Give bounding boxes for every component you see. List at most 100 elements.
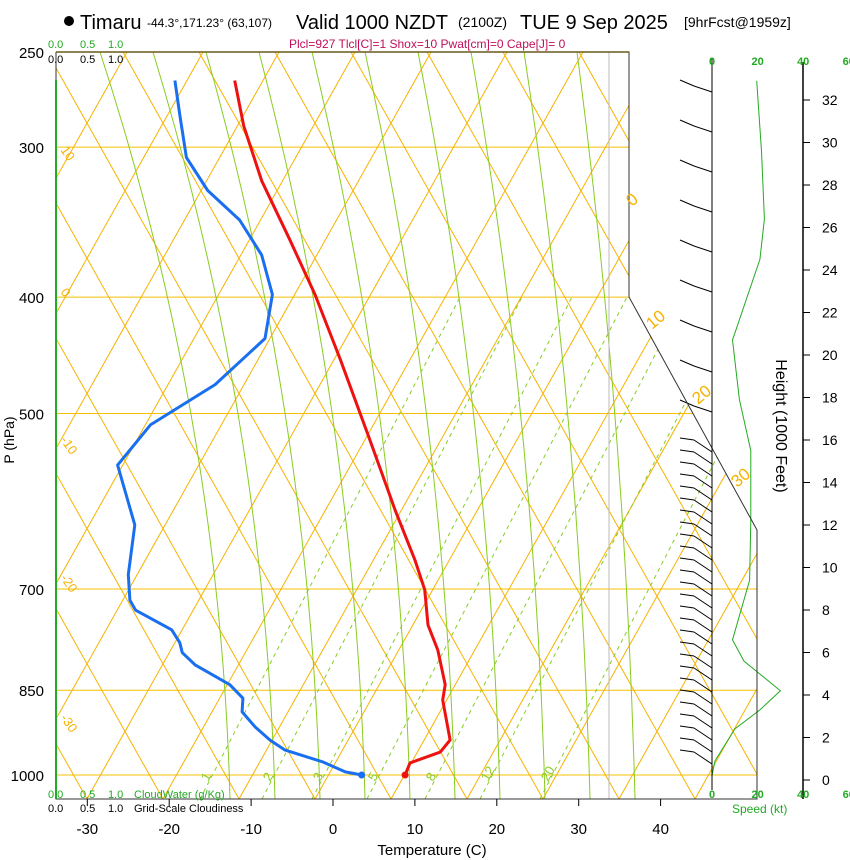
adiabat-label-left: 10 <box>58 143 79 163</box>
cloud-scale: 0.0 0.5 1.0 0.0 0.5 1.0 0.0 0.5 1.0 Clou… <box>48 39 244 815</box>
wind-barb-icon <box>679 689 713 705</box>
moist-adiabat-line <box>417 52 501 799</box>
barb-flag <box>679 119 695 127</box>
barb-staff <box>693 739 713 753</box>
barb-flag <box>679 557 695 561</box>
height-tick-label: 14 <box>822 475 838 491</box>
mixing-ratio-label: 12 <box>478 763 498 783</box>
dry-adiabat-line <box>618 52 757 799</box>
mixing-ratio-line <box>311 296 573 799</box>
wind-barb-icon <box>679 545 713 561</box>
isotherm-line <box>578 52 757 799</box>
barb-staff <box>693 655 713 669</box>
height-tick-label: 24 <box>822 262 838 278</box>
dry-adiabat-line <box>238 52 660 799</box>
wind-barb-icon <box>679 497 713 513</box>
y-axis-title: P (hPa) <box>1 416 17 463</box>
height-tick-label: 12 <box>822 517 838 533</box>
barb-flag <box>679 593 695 597</box>
cloud-tick-bottom-2: 1.0 <box>108 803 123 815</box>
barb-staff <box>693 535 713 549</box>
dry-adiabat-line <box>390 52 757 799</box>
barb-flag <box>679 199 695 207</box>
barb-flag <box>679 581 695 585</box>
isotherm-line <box>122 52 544 799</box>
isotherm-line <box>654 52 757 799</box>
wind-barb-icon <box>679 437 713 453</box>
dry-adiabat-line <box>56 52 356 799</box>
barb-flag <box>679 533 695 537</box>
station-coords: -44.3°,171.23° (63,107) <box>147 16 272 30</box>
height-tick-label: 0 <box>822 772 830 788</box>
mixing-ratio-label: 5 <box>365 770 382 784</box>
height-axis-title: Height (1000 Feet) <box>772 359 789 492</box>
temperature-line <box>233 80 452 776</box>
barb-staff <box>693 245 713 253</box>
mixing-ratio-label: 8 <box>423 770 440 784</box>
barb-flag <box>679 473 695 477</box>
barb-staff <box>693 547 713 561</box>
mixing-ratio-label: 20 <box>538 763 558 783</box>
height-tick-label: 18 <box>822 390 838 406</box>
dewpoint-line <box>116 80 362 777</box>
y-tick-label: 1000 <box>11 768 44 785</box>
isotherm-line <box>198 52 620 799</box>
barb-flag <box>679 449 695 453</box>
cloud-tick-top-1: 0.5 <box>80 54 95 66</box>
wind-barb-icon <box>679 119 713 133</box>
height-tick-label: 30 <box>822 135 838 151</box>
wind-barb-icon <box>679 485 713 501</box>
barb-staff <box>693 691 713 705</box>
wind-barb-icon <box>679 279 713 293</box>
barb-staff <box>693 619 713 633</box>
barb-staff <box>693 703 713 717</box>
x-tick-label: -30 <box>76 821 98 838</box>
height-tick-label: 10 <box>822 560 838 576</box>
barb-staff <box>693 583 713 597</box>
wind-barb-icon <box>679 521 713 537</box>
cloud-tick-bottom-green-0: 0.0 <box>48 789 63 801</box>
barb-staff <box>693 667 713 681</box>
dry-adiabat-line <box>314 52 736 799</box>
barb-flag <box>679 701 695 705</box>
barb-staff <box>693 463 713 477</box>
isotherm-line <box>56 52 316 799</box>
speed-tick-label-top: 20 <box>751 56 763 68</box>
barb-staff <box>693 325 713 333</box>
wind-barb-icon <box>679 713 713 729</box>
cloud-tick-top-2: 1.0 <box>108 54 123 66</box>
cloud-tick-bottom-green-1: 0.5 <box>80 789 95 801</box>
wind-barb-icon <box>679 239 713 253</box>
wind-barb-icon <box>679 319 713 333</box>
speed-tick-label-bottom: 40 <box>797 789 809 801</box>
y-tick-label: 400 <box>19 290 44 307</box>
barb-flag <box>679 159 695 167</box>
x-tick-label: 40 <box>652 821 669 838</box>
barb-flag <box>679 749 695 753</box>
barb-staff <box>693 559 713 573</box>
isotherm-line <box>56 52 392 799</box>
wind-barb-icon <box>679 159 713 173</box>
barb-flag <box>679 737 695 741</box>
adiabat-label-right: 30 <box>727 464 754 491</box>
wind-barb-icon <box>679 199 713 213</box>
x-tick-label: -20 <box>158 821 180 838</box>
x-tick-label: 10 <box>407 821 424 838</box>
barb-flag <box>679 605 695 609</box>
surface-dewpoint-marker <box>358 771 366 779</box>
barb-staff <box>693 751 713 765</box>
barb-staff <box>693 285 713 293</box>
barb-staff <box>693 643 713 657</box>
station-name: Timaru <box>80 12 141 34</box>
wind-barb-icon <box>679 617 713 633</box>
barb-staff <box>693 727 713 741</box>
barb-flag <box>679 617 695 621</box>
barb-staff <box>693 365 713 373</box>
barb-staff <box>693 679 713 693</box>
barb-staff <box>693 595 713 609</box>
cloudiness-label: Grid-Scale Cloudiness <box>134 803 244 815</box>
speed-tick-label-top: 0 <box>709 56 715 68</box>
forecast-info: [9hrFcst@1959z] <box>684 14 791 30</box>
wind-barb-icon <box>679 665 713 681</box>
y-tick-label: 300 <box>19 140 44 157</box>
